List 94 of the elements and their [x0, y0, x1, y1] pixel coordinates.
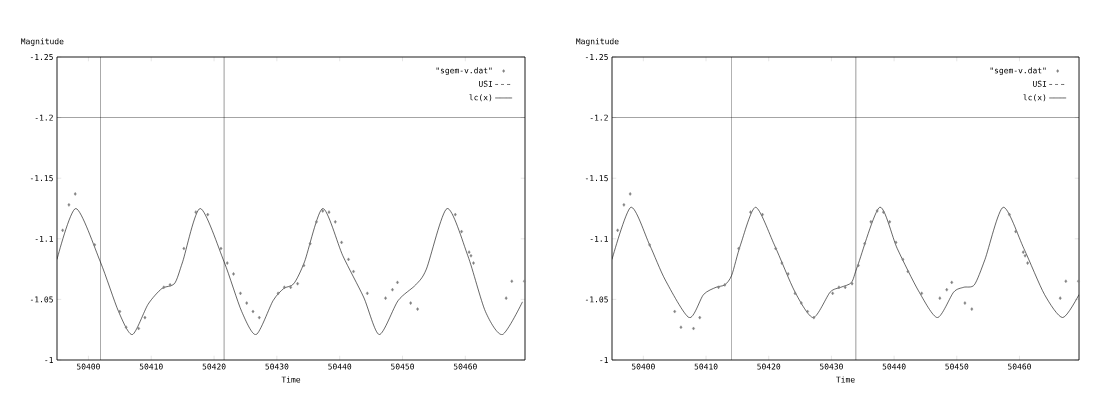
point — [365, 291, 369, 296]
point — [831, 291, 835, 296]
point — [327, 210, 331, 214]
point — [232, 272, 235, 276]
point — [806, 309, 809, 314]
point — [460, 229, 463, 234]
point — [396, 280, 399, 285]
point — [118, 309, 122, 314]
point — [673, 309, 677, 314]
point — [648, 243, 652, 247]
point — [352, 269, 355, 274]
point — [799, 301, 803, 305]
point — [863, 241, 867, 246]
point — [698, 315, 702, 320]
point — [882, 210, 885, 214]
point — [869, 220, 873, 224]
point — [920, 291, 924, 296]
point — [761, 212, 764, 217]
point — [504, 296, 508, 300]
point — [786, 272, 790, 276]
point — [774, 246, 778, 251]
point — [283, 285, 286, 290]
point — [296, 281, 299, 286]
point — [472, 261, 475, 265]
point — [409, 301, 413, 305]
point — [1058, 296, 1062, 300]
point — [749, 210, 752, 214]
point — [239, 291, 242, 296]
point — [837, 285, 841, 290]
point — [93, 243, 97, 247]
point — [391, 287, 394, 292]
point — [1021, 250, 1025, 254]
point — [963, 301, 967, 305]
point — [1077, 279, 1080, 284]
point — [453, 212, 457, 217]
point — [321, 209, 325, 213]
point — [950, 280, 954, 285]
point — [850, 281, 854, 286]
point — [67, 203, 71, 207]
point — [315, 220, 318, 224]
point — [289, 285, 293, 290]
point — [340, 240, 343, 245]
point — [308, 241, 312, 246]
point — [717, 285, 720, 290]
point — [616, 228, 620, 233]
point — [124, 325, 128, 330]
point — [970, 307, 974, 311]
point — [628, 192, 632, 196]
point — [162, 285, 166, 290]
point — [206, 212, 210, 217]
point — [510, 279, 514, 284]
point — [1023, 253, 1027, 258]
point — [723, 283, 727, 287]
point — [219, 246, 223, 251]
point — [61, 228, 65, 233]
point — [906, 269, 910, 274]
point — [225, 261, 229, 265]
point — [245, 301, 249, 305]
point — [257, 315, 261, 320]
point — [737, 246, 741, 251]
point — [780, 261, 784, 265]
point — [793, 291, 797, 296]
point — [384, 296, 387, 300]
point — [73, 192, 77, 196]
point — [888, 220, 892, 224]
point — [469, 253, 473, 258]
point — [1064, 279, 1068, 284]
point — [276, 291, 280, 296]
point — [945, 287, 949, 292]
point — [938, 296, 942, 300]
point — [333, 220, 337, 224]
point — [251, 309, 255, 314]
point — [901, 257, 905, 262]
point — [416, 307, 419, 311]
point — [622, 203, 626, 207]
point — [875, 209, 879, 213]
point — [1014, 229, 1018, 234]
point — [856, 263, 860, 268]
point — [522, 279, 526, 284]
point — [894, 240, 898, 245]
point — [168, 283, 172, 287]
point — [143, 315, 147, 320]
point — [347, 257, 350, 262]
point — [1026, 261, 1030, 265]
point — [843, 285, 847, 290]
point — [194, 210, 198, 214]
point — [302, 263, 306, 268]
point — [1008, 212, 1011, 217]
point — [812, 315, 816, 320]
point — [467, 250, 471, 254]
point — [182, 246, 186, 251]
point — [692, 326, 695, 331]
point — [137, 326, 141, 331]
point — [679, 325, 683, 330]
